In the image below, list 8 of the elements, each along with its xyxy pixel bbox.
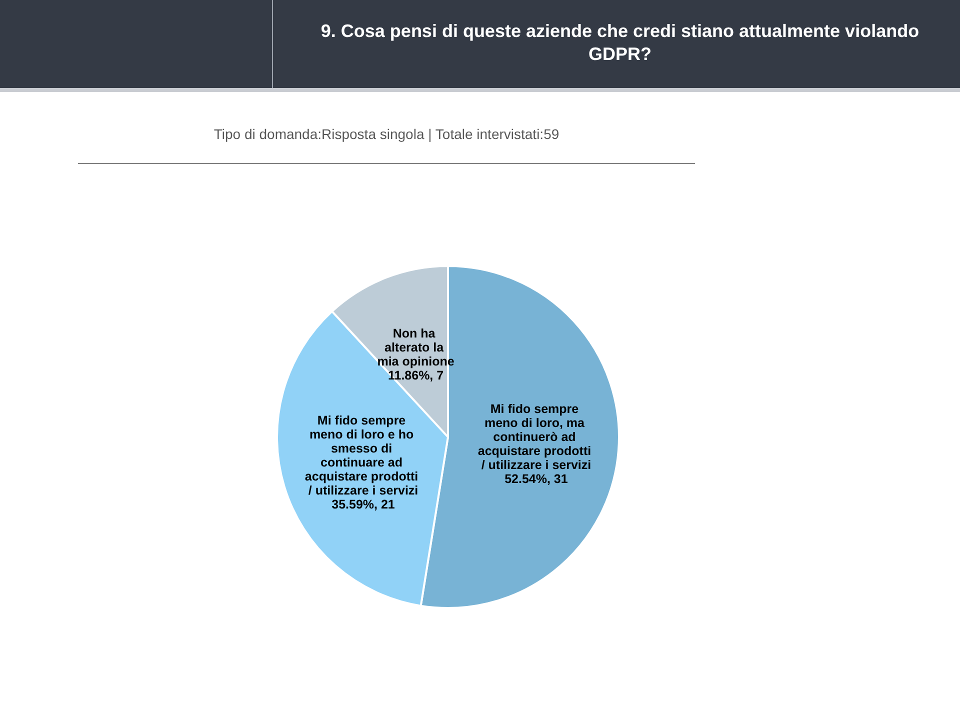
slice-label: Mi fido sempre meno di loro e ho smesso di continuare ad acquistare prodotti / utilizzare i servizi — [304, 414, 422, 498]
chart-title: 9. Cosa pensi di queste aziende che credi stiano attualmente violando GDPR? — [320, 20, 920, 66]
slice-label: Non ha alterato la mia opinione — [377, 326, 454, 369]
data-label: 35.59%, 21 — [332, 498, 395, 512]
data-label: 52.54%, 31 — [504, 472, 568, 486]
data-label: 11.86%, 7 — [388, 368, 444, 383]
chart-subtitle: Tipo di domanda:Risposta singola | Totale intervistati:59 — [212, 126, 560, 142]
slice-label: Mi fido sempre meno di loro, ma continuerò ad acquistare prodotti / utilizzare i servizi — [478, 402, 595, 472]
